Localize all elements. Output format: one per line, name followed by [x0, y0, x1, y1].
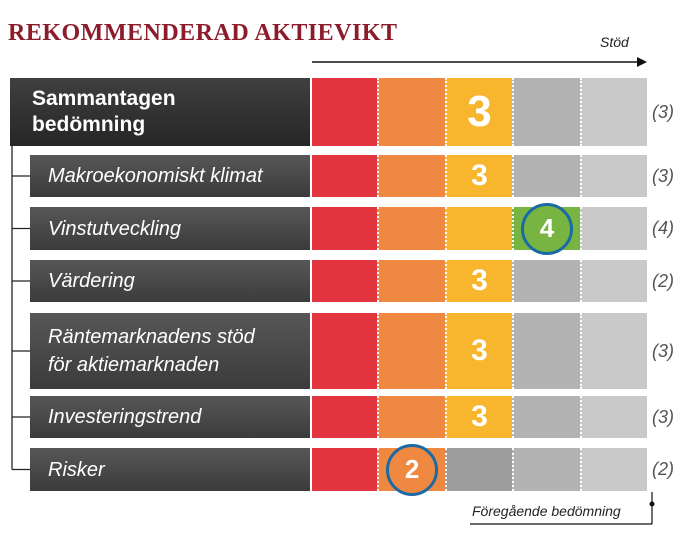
score-value: 3 [467, 87, 492, 136]
scale-segment-1 [312, 207, 378, 250]
axis-arrow [312, 57, 647, 67]
scale-segment-1 [312, 155, 378, 197]
scale-segment-4 [512, 155, 580, 197]
score-marker: 4 [520, 202, 573, 255]
scale-segment-2 [377, 207, 445, 250]
scale-segment-3 [444, 207, 513, 250]
scale-segment-2 [377, 313, 445, 389]
row-label: Sammantagen bedömning [32, 87, 176, 136]
score-value: 3 [471, 159, 488, 192]
scale-segment-3: 3 [444, 396, 513, 438]
score-value: 3 [471, 334, 488, 367]
scale-segment-5 [579, 313, 648, 389]
score-band: 3 [312, 155, 648, 197]
score-band: 3 [312, 313, 648, 389]
row-label-block: Värdering [30, 260, 310, 302]
score-band: 3 [312, 260, 648, 302]
row-label-block: Investeringstrend [30, 396, 310, 438]
scale-segment-2 [377, 260, 445, 302]
axis-label-stod: Stöd [600, 34, 629, 50]
row-label: Värdering [48, 270, 135, 292]
scale-segment-4 [512, 396, 580, 438]
row-label-block: Makroekonomiskt klimat [30, 155, 310, 197]
scale-segment-4: 4 [512, 202, 580, 255]
previous-score: (3) [652, 165, 674, 186]
row-label-block: Sammantagen bedömning [10, 78, 310, 146]
previous-score: (2) [652, 270, 674, 291]
row-label: Räntemarknadens stöd för aktiemarknaden [48, 326, 255, 376]
previous-score: (3) [652, 101, 674, 122]
scale-segment-5 [579, 207, 648, 250]
scale-segment-2: 2 [377, 443, 445, 496]
scale-segment-5 [579, 155, 648, 197]
scale-segment-3: 3 [444, 313, 513, 389]
scale-segment-2 [377, 78, 445, 146]
scale-segment-4 [512, 313, 580, 389]
previous-score: (3) [652, 406, 674, 427]
scale-segment-3: 3 [444, 78, 513, 146]
scale-segment-4 [512, 448, 580, 491]
score-band: 4 [312, 202, 648, 255]
scale-segment-1 [312, 78, 378, 146]
score-marker: 2 [386, 443, 439, 496]
scale-segment-2 [377, 155, 445, 197]
previous-score: (4) [652, 218, 674, 238]
row-label: Risker [48, 458, 105, 481]
scale-segment-3: 3 [444, 155, 513, 197]
score-band: 3 [312, 78, 648, 146]
scale-segment-1 [312, 396, 378, 438]
scale-segment-3: 3 [444, 260, 513, 302]
score-band: 3 [312, 396, 648, 438]
scale-segment-4 [512, 260, 580, 302]
scale-segment-1 [312, 313, 378, 389]
score-value: 3 [471, 400, 488, 433]
scale-segment-5 [579, 396, 648, 438]
score-value: 3 [471, 264, 488, 297]
scale-segment-4 [512, 78, 580, 146]
scale-segment-5 [579, 448, 648, 491]
row-label-block: Räntemarknadens stöd för aktiemarknaden [30, 313, 310, 389]
previous-assessment-caption: Föregående bedömning [472, 503, 621, 519]
previous-score: (2) [652, 459, 674, 479]
row-label-block: Vinstutveckling [30, 207, 310, 250]
scale-segment-3 [444, 448, 513, 491]
row-label: Vinstutveckling [48, 217, 182, 240]
chart-title: REKOMMENDERAD AKTIEVIKT [8, 20, 398, 46]
row-label-block: Risker [30, 448, 310, 491]
scale-segment-1 [312, 260, 378, 302]
row-label: Investeringstrend [48, 406, 202, 428]
scale-segment-5 [579, 78, 648, 146]
score-band: 2 [312, 443, 648, 496]
scale-segment-2 [377, 396, 445, 438]
scale-segment-1 [312, 448, 378, 491]
scale-segment-5 [579, 260, 648, 302]
row-label: Makroekonomiskt klimat [48, 165, 263, 187]
previous-score: (3) [652, 340, 674, 361]
